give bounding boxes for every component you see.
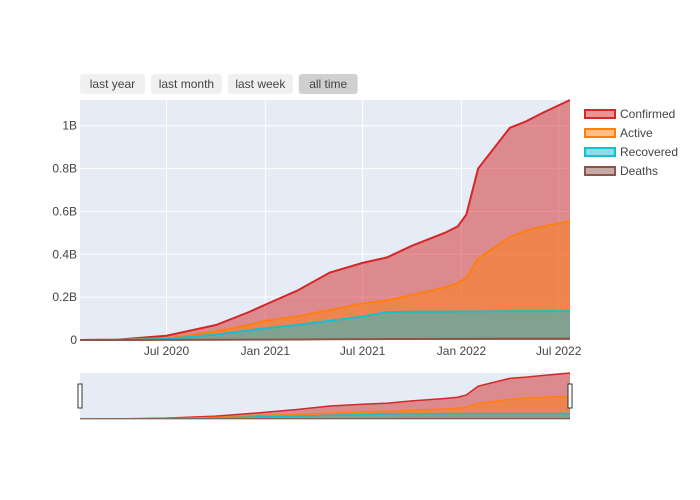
range-button-label: all time — [309, 77, 347, 91]
y-tick-label: 1B — [62, 119, 77, 133]
slider-area-recovered — [80, 413, 570, 419]
legend-item-deaths[interactable]: Deaths — [584, 164, 658, 178]
legend-label: Active — [620, 126, 653, 140]
range-button-label: last month — [159, 77, 214, 91]
series-deaths — [79, 337, 571, 341]
area-confirmed — [80, 100, 570, 340]
x-tick-label: Jan 2022 — [437, 344, 487, 358]
slider-handle-right[interactable] — [567, 383, 573, 409]
y-tick-label: 0.4B — [52, 247, 77, 261]
line-active — [79, 220, 571, 341]
series-confirmed — [79, 99, 571, 341]
slider-handle-left[interactable] — [77, 383, 83, 409]
range-button-bg — [150, 74, 222, 94]
range-button-label: last year — [90, 77, 135, 91]
legend-item-confirmed[interactable]: Confirmed — [584, 107, 675, 121]
range-button-bg — [80, 74, 145, 94]
y-tick-label: 0 — [70, 333, 77, 347]
range-button-last-month[interactable]: last month — [150, 74, 222, 94]
series-layer — [79, 99, 571, 341]
legend: Confirmed Active Recovered Deaths — [584, 107, 678, 178]
legend-label: Confirmed — [620, 107, 675, 121]
legend-item-recovered[interactable]: Recovered — [584, 145, 678, 159]
series-recovered — [79, 310, 571, 341]
range-slider[interactable] — [77, 372, 573, 420]
legend-swatch — [584, 147, 616, 157]
x-tick-label: Jan 2021 — [241, 344, 291, 358]
line-confirmed — [79, 99, 571, 341]
legend-swatch — [584, 166, 616, 176]
y-tick-label: 0.2B — [52, 290, 77, 304]
legend-label: Deaths — [620, 164, 658, 178]
y-tick-label: 0.6B — [52, 204, 77, 218]
x-tick-label: Jul 2021 — [340, 344, 386, 358]
area-active — [80, 221, 570, 340]
line-deaths — [79, 337, 571, 341]
x-tick-label: Jul 2020 — [144, 344, 190, 358]
range-button-bg — [298, 74, 358, 94]
range-button-last-year[interactable]: last year — [80, 74, 145, 94]
area-recovered — [80, 311, 570, 340]
legend-swatch — [584, 128, 616, 138]
range-button-last-week[interactable]: last week — [227, 74, 293, 94]
range-button-label: last week — [235, 77, 286, 91]
x-axis: Jul 2020 Jan 2021 Jul 2021 Jan 2022 Jul 2022 — [144, 344, 582, 358]
slider-line-confirmed — [79, 372, 571, 420]
range-selector: last year last month last week all time — [80, 74, 358, 94]
slider-area-confirmed — [80, 373, 570, 419]
slider-line-recovered — [79, 412, 571, 420]
series-active — [79, 220, 571, 341]
legend-label: Recovered — [620, 145, 678, 159]
y-axis: 0 0.2B 0.4B 0.6B 0.8B 1B — [52, 119, 77, 347]
range-button-all-time[interactable]: all time — [298, 74, 358, 94]
legend-item-active[interactable]: Active — [584, 126, 653, 140]
y-tick-label: 0.8B — [52, 162, 77, 176]
line-recovered — [79, 310, 571, 341]
legend-swatch — [584, 109, 616, 119]
x-tick-label: Jul 2022 — [536, 344, 582, 358]
range-button-bg — [227, 74, 293, 94]
